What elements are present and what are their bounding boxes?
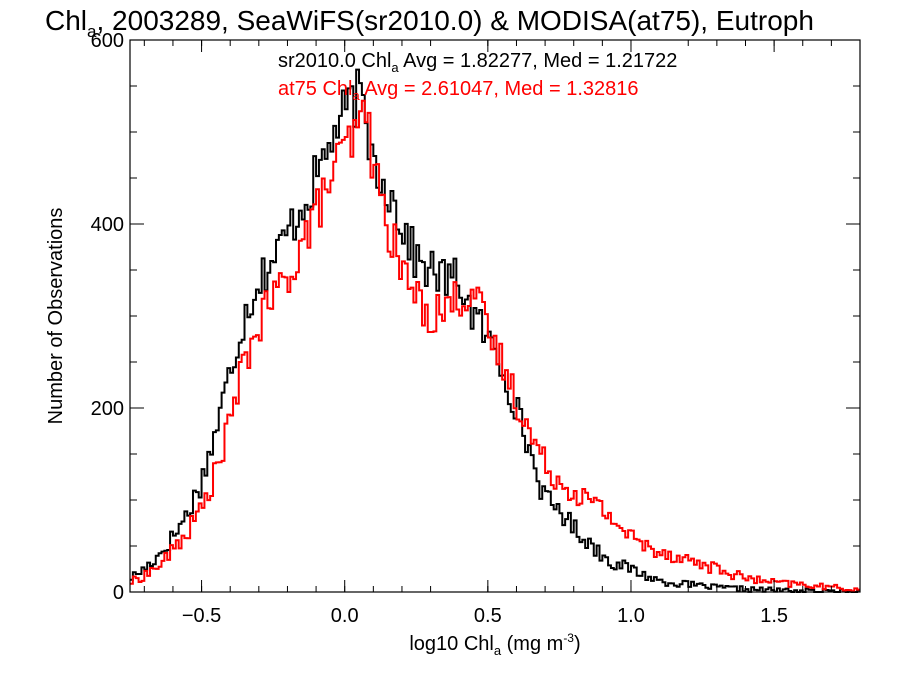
x-tick-label: 0.0 [331,605,359,627]
xlabel-subscript: a [494,643,502,658]
chart-title: Chla, 2003289, SeaWiFS(sr2010.0) & MODIS… [45,5,814,41]
legend-entry-black: sr2010.0 Chla Avg = 1.82277, Med = 1.217… [278,50,677,75]
histogram-series-red [130,99,860,593]
y-tick-label: 200 [91,398,124,420]
y-axis-label: Number of Observations [45,208,67,425]
ticks-layer: −0.5 0.0 0.5 1.0 1.5 0 200 400 600 [91,30,861,627]
legend-black-stats: Avg = 1.82277, Med = 1.21722 [399,50,678,72]
y-tick-label: 400 [91,214,124,236]
x-tick-label: −0.5 [182,605,221,627]
x-tick-label: 0.5 [474,605,502,627]
legend-black-sub: a [391,60,399,75]
histogram-series-black [130,68,860,593]
legend-entry-red: at75 Chla Avg = 2.61047, Med = 1.32816 [278,78,638,103]
x-tick-label: 1.0 [617,605,645,627]
x-tick-label: 1.5 [760,605,788,627]
legend-red-prefix: at75 Chl [278,78,353,100]
title-rest: , 2003289, SeaWiFS(sr2010.0) & MODISA(at… [96,5,813,36]
xlabel-superscript: -3 [563,631,574,645]
y-tick-label: 600 [91,30,124,52]
xlabel-prefix: log10 Chl [409,633,494,655]
y-tick-label: 0 [113,582,124,604]
x-axis-label: log10 Chla (mg m-3) [409,631,580,658]
xlabel-close: ) [574,633,581,655]
xlabel-units: (mg m [501,633,563,655]
series-layer [130,68,860,593]
title-subscript: a [87,22,97,41]
plot-frame [129,39,861,593]
title-prefix: Chl [45,5,87,36]
legend-red-sub: a [353,88,361,103]
legend-red-stats: Avg = 2.61047, Med = 1.32816 [360,78,639,100]
legend-black-prefix: sr2010.0 Chl [278,50,391,72]
